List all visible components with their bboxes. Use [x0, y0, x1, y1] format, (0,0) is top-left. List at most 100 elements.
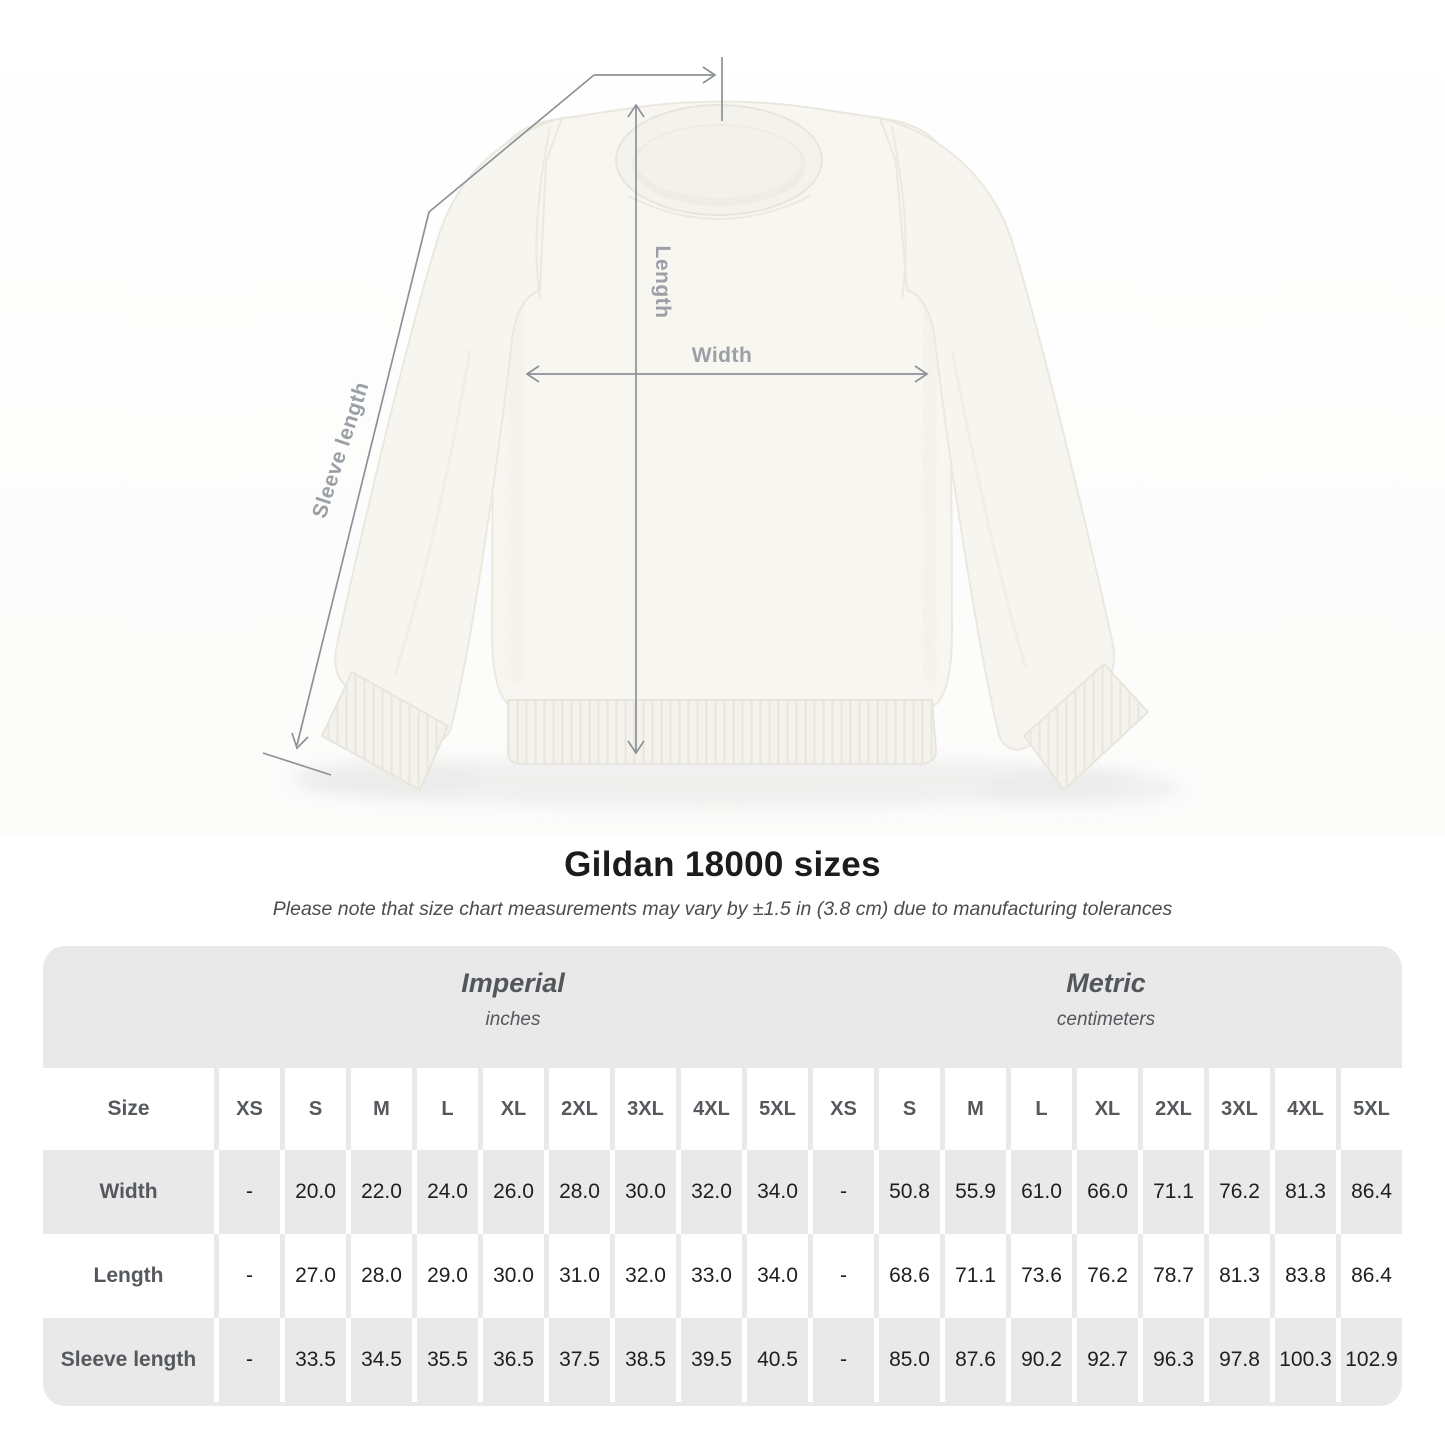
value-cell-imperial: 24.0	[417, 1150, 478, 1234]
width-arrowhead-left	[525, 365, 540, 383]
value-cell-imperial: 28.0	[351, 1234, 412, 1318]
size-header-imperial: 4XL	[681, 1068, 742, 1150]
size-header-imperial: 5XL	[747, 1068, 808, 1150]
value-cell-metric: 71.1	[1143, 1150, 1204, 1234]
page-title: Gildan 18000 sizes	[564, 845, 881, 884]
imperial-group-header: Imperial inches	[219, 968, 807, 1031]
size-header-imperial: L	[417, 1068, 478, 1150]
value-cell-metric: 96.3	[1143, 1318, 1204, 1402]
table-row: Length -27.0 28.0 29.0 30.0 31.0 32.0 33.0 34.0-…	[43, 1234, 1402, 1318]
value-cell-metric: 86.4	[1341, 1234, 1402, 1318]
value-cell-imperial: -	[219, 1318, 280, 1402]
left-sleeve	[334, 116, 564, 744]
left-shoulder-seam	[535, 125, 551, 299]
value-cell-imperial: 27.0	[285, 1234, 346, 1318]
size-header-row: Size XS S M L XL 2XL 3XL 4XL 5XL XS S M L XL 2XL 3XL 4XL 5…	[43, 1068, 1402, 1150]
value-cell-imperial: 37.5	[549, 1318, 610, 1402]
value-cell-imperial: 22.0	[351, 1150, 412, 1234]
size-header-imperial: XS	[219, 1068, 280, 1150]
value-cell-metric: 90.2	[1011, 1318, 1072, 1402]
size-header-metric: 2XL	[1143, 1068, 1204, 1150]
size-header-metric: M	[945, 1068, 1006, 1150]
value-cell-metric: 92.7	[1077, 1318, 1138, 1402]
value-cell-metric: 81.3	[1275, 1150, 1336, 1234]
value-cell-metric: 86.4	[1341, 1150, 1402, 1234]
row-label: Width	[43, 1150, 214, 1234]
sleeve-length-arrowhead	[291, 732, 309, 750]
value-cell-metric: 61.0	[1011, 1150, 1072, 1234]
size-header-imperial: 2XL	[549, 1068, 610, 1150]
sleeve-leader-arrowhead	[702, 66, 717, 84]
length-label: Length	[651, 246, 674, 319]
value-cell-metric: 55.9	[945, 1150, 1006, 1234]
value-cell-imperial: 33.5	[285, 1318, 346, 1402]
value-cell-metric: 81.3	[1209, 1234, 1270, 1318]
size-header-metric: L	[1011, 1068, 1072, 1150]
right-shoulder-seam	[891, 125, 907, 299]
value-cell-imperial: 20.0	[285, 1150, 346, 1234]
value-cell-imperial: 29.0	[417, 1234, 478, 1318]
value-cell-imperial: 40.5	[747, 1318, 808, 1402]
width-arrowhead-right	[914, 365, 929, 383]
value-cell-imperial: 35.5	[417, 1318, 478, 1402]
value-cell-metric: -	[813, 1234, 874, 1318]
value-cell-metric: 76.2	[1077, 1234, 1138, 1318]
value-cell-metric: 85.0	[879, 1318, 940, 1402]
unit-group-band: Imperial inches Metric centimeters	[43, 946, 1402, 1068]
size-header-metric: S	[879, 1068, 940, 1150]
value-cell-metric: 78.7	[1143, 1234, 1204, 1318]
size-header-imperial: S	[285, 1068, 346, 1150]
right-cuff	[1023, 663, 1149, 791]
table-row: Width -20.0 22.0 24.0 26.0 28.0 30.0 32.0 34.0-5…	[43, 1150, 1402, 1234]
width-label: Width	[692, 344, 753, 367]
left-cuff	[321, 671, 449, 791]
value-cell-imperial: -	[219, 1150, 280, 1234]
value-cell-imperial: 32.0	[615, 1234, 676, 1318]
value-cell-metric: 71.1	[945, 1234, 1006, 1318]
value-cell-imperial: 36.5	[483, 1318, 544, 1402]
value-cell-imperial: 34.0	[747, 1150, 808, 1234]
value-cell-metric: 100.3	[1275, 1318, 1336, 1402]
size-header-metric: 5XL	[1341, 1068, 1402, 1150]
table-row: Sleeve length -33.5 34.5 35.5 36.5 37.5 38.5 39…	[43, 1318, 1402, 1402]
size-column-header: Size	[43, 1068, 214, 1150]
row-label: Sleeve length	[43, 1318, 214, 1402]
value-cell-imperial: 34.5	[351, 1318, 412, 1402]
metric-group-unit: centimeters	[1056, 1009, 1156, 1030]
value-cell-metric: 97.8	[1209, 1318, 1270, 1402]
collar	[615, 104, 823, 220]
value-cell-metric: 76.2	[1209, 1150, 1270, 1234]
imperial-group-unit: inches	[485, 1009, 541, 1030]
size-header-imperial: 3XL	[615, 1068, 676, 1150]
tolerance-note: Please note that size chart measurements…	[272, 898, 1173, 920]
value-cell-imperial: 26.0	[483, 1150, 544, 1234]
size-header-metric: 3XL	[1209, 1068, 1270, 1150]
value-cell-imperial: 28.0	[549, 1150, 610, 1234]
value-cell-metric: 87.6	[945, 1318, 1006, 1402]
size-header-imperial: M	[351, 1068, 412, 1150]
value-cell-imperial: 38.5	[615, 1318, 676, 1402]
value-cell-imperial: 33.0	[681, 1234, 742, 1318]
metric-group-header: Metric centimeters	[812, 968, 1400, 1031]
value-cell-imperial: 30.0	[615, 1150, 676, 1234]
value-cell-metric: 68.6	[879, 1234, 940, 1318]
value-cell-metric: 102.9	[1341, 1318, 1402, 1402]
table-rows: Width -20.0 22.0 24.0 26.0 28.0 30.0 32.0 34.0-5…	[43, 1150, 1402, 1402]
left-sleeve-fold	[393, 349, 472, 676]
size-header-metric: 4XL	[1275, 1068, 1336, 1150]
value-cell-imperial: 30.0	[483, 1234, 544, 1318]
value-cell-metric: -	[813, 1318, 874, 1402]
value-cell-metric: 50.8	[879, 1150, 940, 1234]
metric-group-title: Metric	[1066, 968, 1146, 998]
value-cell-metric: 73.6	[1011, 1234, 1072, 1318]
length-arrowhead-bottom	[627, 740, 645, 755]
dimension-annotations	[262, 57, 929, 776]
imperial-group-title: Imperial	[461, 968, 565, 998]
sleeve-length-dimension-line	[296, 74, 595, 746]
size-header-metric: XS	[813, 1068, 874, 1150]
value-cell-imperial: -	[219, 1234, 280, 1318]
value-cell-metric: 83.8	[1275, 1234, 1336, 1318]
hem-band	[506, 699, 938, 765]
size-header-imperial: XL	[483, 1068, 544, 1150]
